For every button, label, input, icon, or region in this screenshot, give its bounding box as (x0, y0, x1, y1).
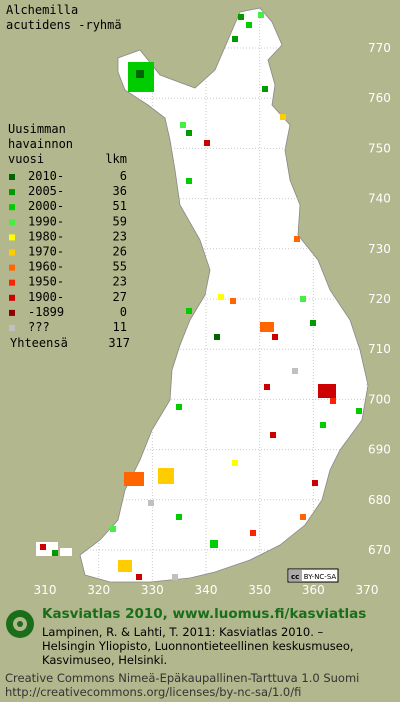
legend-swatch (9, 189, 15, 196)
legend-label: 2005- (28, 184, 64, 198)
legend-swatch (9, 249, 15, 256)
legend-swatch (9, 264, 15, 271)
x-label: 310 (34, 583, 57, 597)
legend-label: 1950- (28, 275, 64, 289)
x-label: 350 (248, 583, 271, 597)
legend-count: 27 (113, 290, 127, 304)
badge-text: BY-NC-SA (304, 573, 337, 581)
legend-label: 1970- (28, 245, 64, 259)
y-label: 750 (368, 141, 391, 155)
y-label: 770 (368, 41, 391, 55)
license: http://creativecommons.org/licenses/by-n… (5, 685, 301, 699)
total: 317 (108, 336, 130, 350)
legend-label: -1899 (28, 305, 64, 319)
svg-text:cc: cc (291, 573, 299, 581)
y-label: 670 (368, 543, 391, 557)
y-label: 700 (368, 392, 391, 406)
title: Alchemilla (6, 3, 78, 17)
y-label: 690 (368, 443, 391, 457)
legend-swatch (9, 204, 15, 211)
legend-swatch (9, 234, 15, 241)
legend-count: 11 (113, 320, 127, 334)
y-label: 680 (368, 493, 391, 507)
title: acutidens -ryhmä (6, 18, 122, 32)
legend-count: 55 (113, 260, 127, 274)
citation: Lampinen, R. & Lahti, T. 2011: Kasviatla… (42, 625, 324, 639)
license: Creative Commons Nimeä-Epäkaupallinen-Ta… (5, 671, 359, 685)
y-label: 710 (368, 342, 391, 356)
x-label: 370 (356, 583, 379, 597)
total-label: Yhteensä (10, 336, 68, 350)
legend-label: 1900- (28, 290, 64, 304)
legend-heading: vuosi (8, 152, 44, 166)
x-label: 330 (141, 583, 164, 597)
license-badge: cc BY-NC-SA (287, 568, 339, 583)
logo (6, 610, 34, 638)
legend-swatch (9, 174, 15, 180)
legend-swatch (9, 294, 15, 301)
legend-count: 0 (120, 305, 127, 319)
legend-count: 6 (120, 169, 127, 183)
legend-heading: Uusimman (8, 122, 66, 136)
legend-label: 1980- (28, 229, 64, 243)
legend-count: 59 (113, 214, 127, 228)
legend-swatch (9, 219, 15, 226)
legend-heading: havainnon (8, 137, 73, 151)
legend-label: ??? (28, 320, 50, 334)
legend-swatch (9, 279, 15, 286)
y-label: 720 (368, 292, 391, 306)
legend-count: 23 (113, 275, 127, 289)
x-label: 360 (302, 583, 325, 597)
legend-count: 23 (113, 229, 127, 243)
legend-count: 36 (113, 184, 127, 198)
citation: Kasvimuseo, Helsinki. (42, 653, 167, 667)
x-label: 320 (87, 583, 110, 597)
y-label: 760 (368, 91, 391, 105)
y-label: 740 (368, 192, 391, 206)
y-label: 730 (368, 242, 391, 256)
legend-count: 51 (113, 199, 127, 213)
observations (40, 12, 362, 580)
legend-swatch (9, 325, 15, 331)
legend-count: 26 (113, 245, 127, 259)
legend-swatch (9, 309, 15, 316)
legend-label: 2010- (28, 169, 64, 183)
legend-heading: lkm (105, 152, 127, 166)
citation: Helsingin Yliopisto, Luonnontieteellinen… (42, 639, 354, 653)
legend-label: 1960- (28, 260, 64, 274)
x-label: 340 (195, 583, 218, 597)
footer-heading: Kasviatlas 2010, www.luomus.fi/kasviatla… (42, 606, 366, 622)
legend-label: 2000- (28, 199, 64, 213)
legend-label: 1990- (28, 214, 64, 228)
